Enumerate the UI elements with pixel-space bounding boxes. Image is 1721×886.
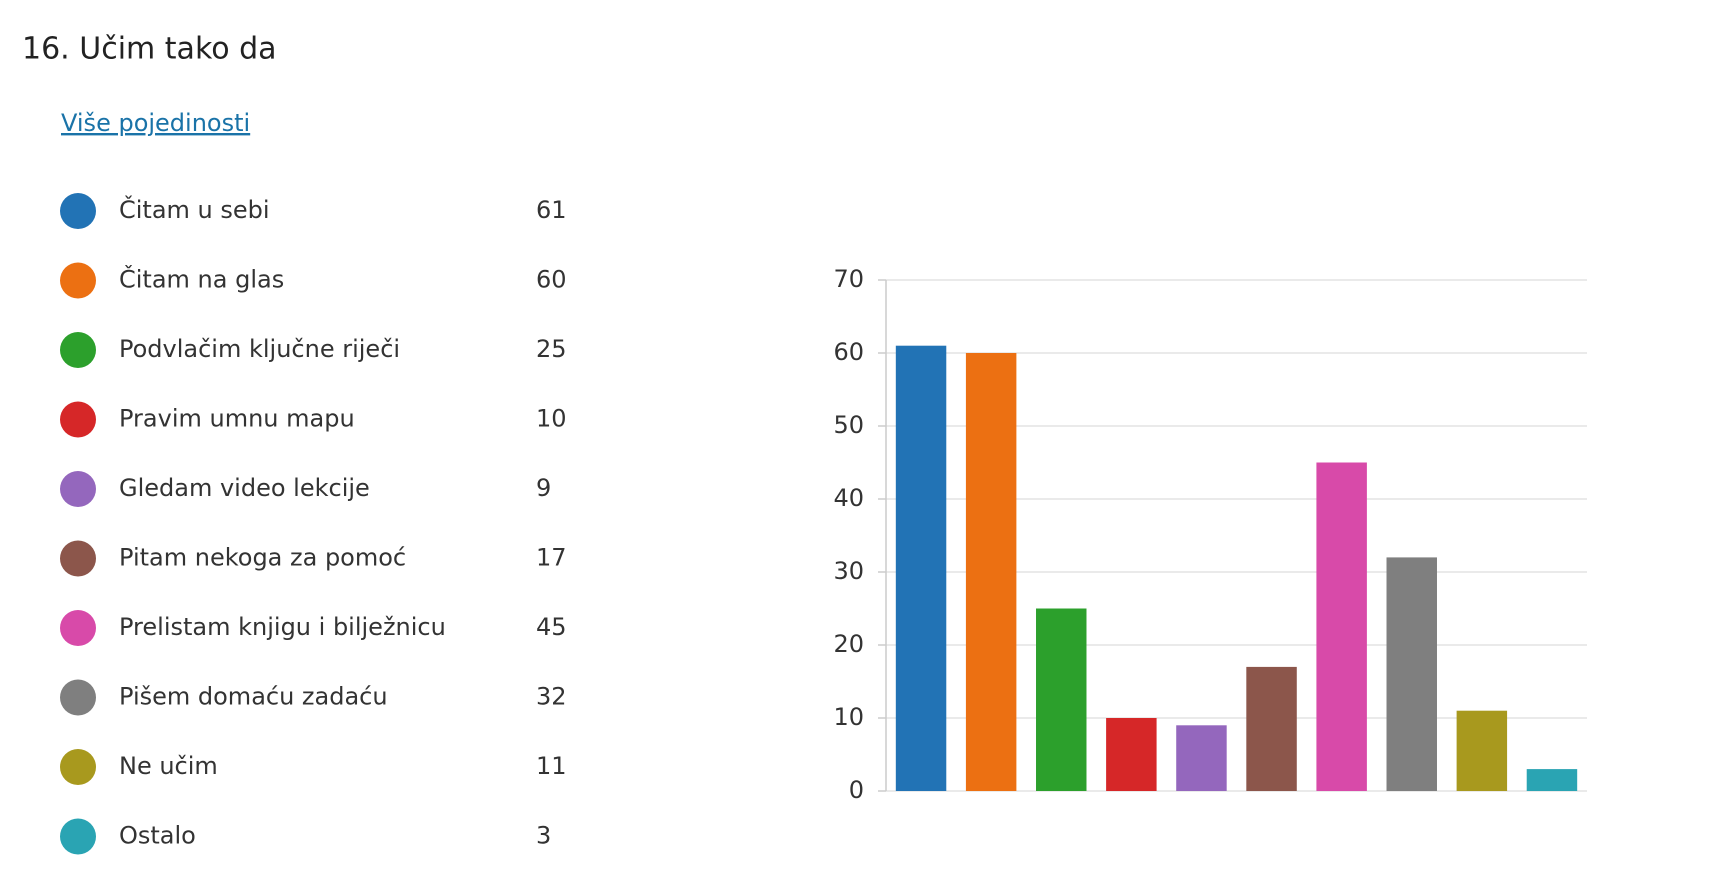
- legend-label: Podvlačim ključne riječi: [119, 335, 400, 363]
- y-tick-label: 30: [833, 557, 864, 585]
- legend-count: 25: [536, 335, 567, 363]
- y-tick-label: 0: [849, 776, 864, 804]
- legend-marker: [60, 610, 96, 646]
- legend-count: 45: [536, 613, 567, 641]
- y-tick-label: 70: [833, 265, 864, 293]
- legend-label: Čitam u sebi: [119, 194, 270, 224]
- bar: [965, 353, 1017, 791]
- legend-label: Pitam nekoga za pomoć: [119, 544, 406, 572]
- legend-marker: [60, 818, 96, 855]
- legend-label: Ostalo: [119, 822, 196, 850]
- bar: [1176, 725, 1227, 791]
- legend-marker: [60, 679, 96, 716]
- legend-label: Čitam na glas: [119, 264, 284, 294]
- y-tick-label: 40: [833, 484, 864, 512]
- bar: [1036, 608, 1087, 791]
- bar: [1526, 769, 1578, 791]
- bar: [1456, 710, 1508, 791]
- legend-count: 11: [536, 752, 567, 780]
- legend-marker: [60, 471, 96, 507]
- legend-label: Pravim umnu mapu: [119, 405, 355, 433]
- y-tick-label: 60: [833, 338, 864, 366]
- legend-marker: [60, 401, 96, 438]
- bar: [1386, 557, 1437, 791]
- legend-marker: [60, 193, 96, 229]
- y-tick-label: 20: [833, 630, 864, 658]
- legend-count: 3: [536, 822, 551, 850]
- y-tick-label: 50: [833, 411, 864, 439]
- legend-marker: [60, 332, 96, 368]
- legend-marker: [60, 262, 96, 299]
- bar: [895, 345, 947, 791]
- legend-label: Prelistam knjigu i bilježnicu: [119, 613, 446, 641]
- legend-count: 10: [536, 405, 567, 433]
- legend-count: 9: [536, 474, 551, 502]
- legend-count: 61: [536, 196, 567, 224]
- bar: [1246, 666, 1297, 791]
- bar: [1316, 462, 1367, 791]
- chart-title: 16. Učim tako da: [22, 32, 277, 67]
- legend-label: Ne učim: [119, 752, 218, 780]
- legend-marker: [60, 749, 96, 785]
- legend-count: 32: [536, 683, 567, 711]
- bar: [1106, 718, 1157, 791]
- y-tick-label: 10: [833, 703, 864, 731]
- legend-count: 17: [536, 544, 567, 572]
- legend-marker: [60, 540, 96, 577]
- legend-label: Pišem domaću zadaću: [119, 683, 388, 711]
- legend-label: Gledam video lekcije: [119, 474, 370, 502]
- legend-count: 60: [536, 266, 567, 294]
- details-link[interactable]: Više pojedinosti: [61, 109, 250, 137]
